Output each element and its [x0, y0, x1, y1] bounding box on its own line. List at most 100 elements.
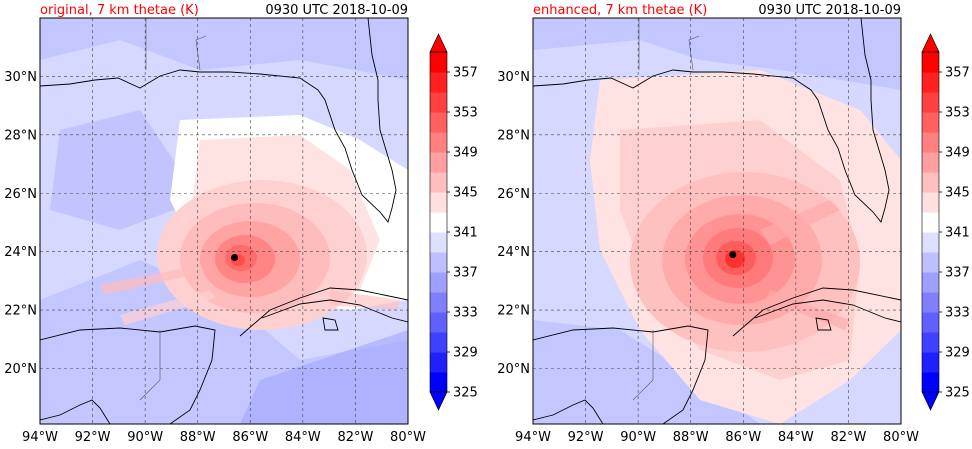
panel-title-right: 0930 UTC 2018-10-09	[265, 3, 408, 18]
colorbar-bin	[430, 52, 447, 73]
colorbar-bin	[922, 272, 939, 293]
colorbar-tick-label: 341	[945, 226, 970, 241]
colorbar-tick-label: 329	[453, 346, 478, 361]
x-tick-label: 94°W	[22, 430, 58, 445]
x-tick-label: 92°W	[568, 430, 604, 445]
gridlines-enhanced	[533, 18, 901, 424]
colorbar-original: 325 329 333 337 341 345 349 353 357	[429, 33, 478, 411]
colorbar-tick-label: 353	[453, 106, 478, 121]
colorbar-bin	[430, 212, 447, 233]
x-tick-label: 82°W	[830, 430, 866, 445]
y-tick-label: 30°N	[4, 70, 37, 85]
panel-original: original, 7 km thetae (K) 0930 UTC 2018-…	[4, 3, 426, 445]
x-tick-label: 88°W	[180, 430, 216, 445]
colorbar-bin	[430, 132, 447, 153]
colorbar-tick-label: 333	[945, 306, 970, 321]
colorbar-tick-label: 349	[945, 146, 970, 161]
x-tick-label: 82°W	[337, 430, 373, 445]
x-tick-label: 86°W	[725, 430, 761, 445]
panel-title-left: enhanced, 7 km thetae (K)	[533, 3, 707, 18]
x-tick-labels: 94°W 92°W 90°W 88°W 86°W 84°W 82°W 80°W	[515, 430, 919, 445]
y-tick-label: 26°N	[497, 187, 530, 202]
y-tick-label: 24°N	[4, 245, 37, 260]
storm-center-marker	[729, 251, 737, 259]
y-tick-label: 20°N	[497, 362, 530, 377]
colorbar-bin	[430, 332, 447, 353]
colorbar-bin	[430, 112, 447, 133]
coastline-enhanced	[533, 18, 901, 424]
x-tick-label: 80°W	[390, 430, 426, 445]
colorbar-bin	[430, 72, 447, 93]
colorbar-bin	[430, 272, 447, 293]
y-tick-label: 28°N	[4, 128, 37, 143]
colorbar-tick-label: 325	[945, 386, 970, 401]
colorbar-bin	[922, 132, 939, 153]
coastline-original	[40, 18, 408, 424]
y-tick-label: 24°N	[497, 245, 530, 260]
y-tick-label: 22°N	[4, 304, 37, 319]
map-field-enhanced	[533, 18, 901, 424]
colorbar-bin	[430, 292, 447, 313]
colorbar-tick-label: 337	[453, 266, 478, 281]
gridlines-original	[40, 18, 408, 424]
colorbar-tick-label: 353	[945, 106, 970, 121]
colorbar-enhanced: 325 329 333 337 341 345 349 353 357	[921, 33, 970, 411]
colorbar-bin	[430, 152, 447, 173]
colorbar-bin	[922, 372, 939, 393]
x-tick-label: 94°W	[515, 430, 551, 445]
colorbar-bin	[430, 172, 447, 193]
axes-frame-original	[39, 17, 409, 425]
colorbar-tick-label: 325	[453, 386, 478, 401]
map-field-original	[40, 18, 408, 424]
x-tick-label: 86°W	[232, 430, 268, 445]
colorbar-tick-label: 357	[945, 66, 970, 81]
colorbar-bin	[922, 332, 939, 353]
colorbar-tick-label: 349	[453, 146, 478, 161]
colorbar-tick-label: 333	[453, 306, 478, 321]
axes-frame-enhanced	[532, 17, 902, 425]
y-tick-label: 22°N	[497, 304, 530, 319]
colorbar-bin	[430, 192, 447, 213]
colorbar-bin	[430, 92, 447, 113]
colorbar-bin	[430, 232, 447, 253]
borders-enhanced	[632, 18, 700, 401]
colorbar-bin	[922, 212, 939, 233]
colorbar-tick-label: 329	[945, 346, 970, 361]
panel-title-left: original, 7 km thetae (K)	[40, 3, 199, 18]
colorbar-frame	[429, 51, 448, 393]
colorbar-bin	[430, 312, 447, 333]
storm-center-marker	[231, 254, 239, 262]
x-tick-labels: 94°W 92°W 90°W 88°W 86°W 84°W 82°W 80°W	[22, 430, 426, 445]
colorbar-bin	[922, 112, 939, 133]
colorbar-bin	[922, 292, 939, 313]
colorbar-bin	[430, 372, 447, 393]
colorbar-extend-max	[921, 33, 940, 53]
x-tick-label: 92°W	[75, 430, 111, 445]
panel-title-right: 0930 UTC 2018-10-09	[758, 3, 901, 18]
colorbar-extend-min	[429, 391, 448, 411]
colorbar-bin	[922, 92, 939, 113]
y-tick-labels: 20°N 22°N 24°N 26°N 28°N 30°N	[497, 70, 530, 377]
x-tick-label: 90°W	[620, 430, 656, 445]
y-tick-labels: 20°N 22°N 24°N 26°N 28°N 30°N	[4, 70, 37, 377]
y-tick-label: 26°N	[4, 187, 37, 202]
y-tick-label: 30°N	[497, 70, 530, 85]
colorbar-bin	[922, 52, 939, 73]
colorbar-bin	[922, 192, 939, 213]
colorbar-bin	[922, 252, 939, 273]
colorbar-bin	[922, 152, 939, 173]
colorbar-bin	[922, 352, 939, 373]
x-tick-label: 90°W	[127, 430, 163, 445]
x-tick-label: 80°W	[883, 430, 919, 445]
colorbar-tick-label: 345	[453, 186, 478, 201]
colorbar-frame	[921, 51, 940, 393]
colorbar-extend-min	[921, 391, 940, 411]
y-tick-label: 28°N	[497, 128, 530, 143]
colorbar-tick-label: 357	[453, 66, 478, 81]
colorbar-tick-label: 341	[453, 226, 478, 241]
colorbar-bin	[922, 72, 939, 93]
colorbar-bin	[430, 352, 447, 373]
colorbar-tick-label: 337	[945, 266, 970, 281]
colorbar-extend-max	[429, 33, 448, 53]
